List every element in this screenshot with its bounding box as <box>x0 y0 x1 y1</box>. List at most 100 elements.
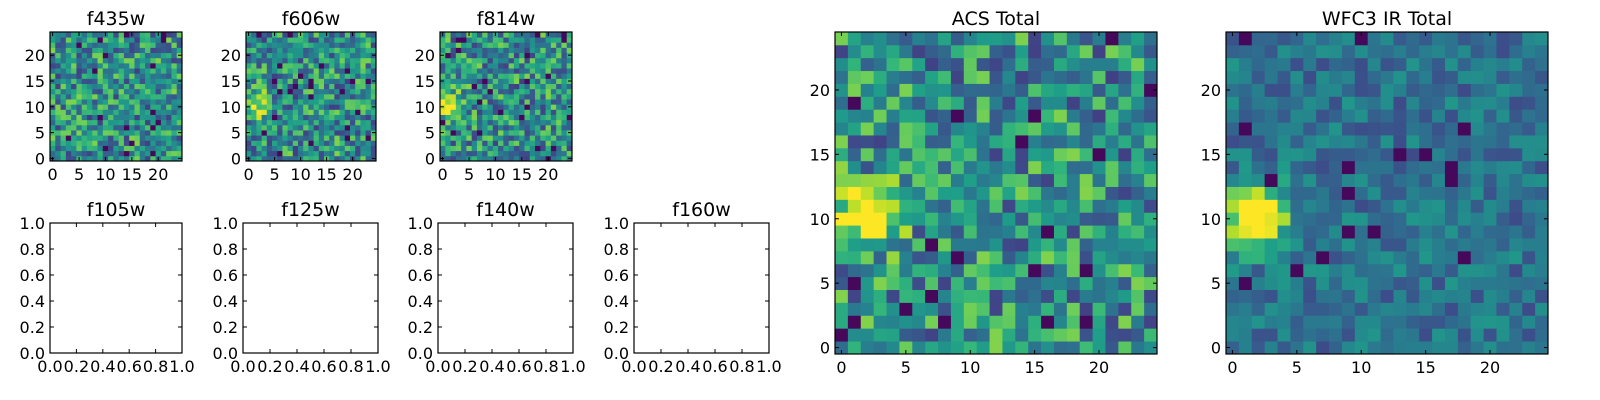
heatmap-cell <box>1496 135 1510 149</box>
heatmap-cell <box>1002 328 1016 342</box>
heatmap-cell <box>912 147 926 162</box>
heatmap-cell <box>498 62 504 69</box>
heatmap-cell <box>886 276 900 290</box>
heatmap-cell <box>1277 225 1291 239</box>
heatmap-cell <box>60 73 67 79</box>
heatmap-cell <box>287 109 294 115</box>
heatmap-cell <box>938 341 952 355</box>
heatmap-cell <box>1290 289 1304 303</box>
heatmap-cell <box>272 52 278 59</box>
heatmap-cell <box>1066 263 1081 278</box>
heatmap-cell <box>1251 44 1266 59</box>
heatmap-cell <box>1002 135 1016 149</box>
heatmap-cell <box>1118 70 1132 84</box>
heatmap-cell <box>1316 238 1330 252</box>
heatmap-cell <box>535 150 541 157</box>
heatmap-cell <box>1457 341 1472 355</box>
heatmap-cell <box>1079 199 1093 213</box>
heatmap-cell <box>466 83 473 90</box>
heatmap-cell <box>1341 109 1356 123</box>
heatmap-cell <box>1329 96 1343 110</box>
heatmap-cell <box>1290 302 1304 316</box>
heatmap-cell <box>86 124 93 131</box>
heatmap-cell <box>134 68 141 74</box>
heatmap-cell <box>1028 225 1042 239</box>
heatmap-cell <box>1053 238 1068 252</box>
heatmap-cell <box>1329 173 1343 187</box>
heatmap-cell <box>1393 70 1407 84</box>
heatmap-cell <box>365 62 372 69</box>
heatmap-cell <box>1522 44 1536 59</box>
heatmap-cell <box>445 32 451 38</box>
heatmap-cell <box>65 140 72 146</box>
heatmap-cell <box>118 88 125 95</box>
heatmap-cell <box>471 83 478 90</box>
heatmap-cell <box>1264 147 1278 162</box>
heatmap-cell <box>76 130 83 136</box>
heatmap-cell <box>71 150 77 157</box>
heatmap-cell <box>55 32 61 38</box>
heatmap-cell <box>535 78 541 84</box>
heatmap-cell <box>118 99 125 105</box>
heatmap-cell <box>355 52 361 59</box>
heatmap-cell <box>334 155 340 162</box>
x-tick-label: 0.4 <box>479 357 504 376</box>
heatmap-cell <box>50 73 56 79</box>
heatmap-cell <box>1367 122 1381 136</box>
heatmap-cell <box>873 122 887 136</box>
x-tick-label: 0.8 <box>338 357 363 376</box>
heatmap-cell <box>287 104 294 110</box>
heatmap-cell <box>938 57 952 72</box>
heatmap-cell <box>556 109 562 115</box>
heatmap-cell <box>102 83 109 90</box>
heatmap-cell <box>1341 70 1356 84</box>
heatmap-cell <box>1444 315 1459 329</box>
heatmap-cell <box>261 145 268 152</box>
heatmap-cell <box>318 114 325 121</box>
heatmap-cell <box>145 124 151 131</box>
heatmap-cell <box>1354 160 1369 175</box>
heatmap-cell <box>1367 289 1381 303</box>
heatmap-cell <box>963 276 978 290</box>
heatmap-cell <box>145 109 151 115</box>
heatmap-cell <box>318 47 325 54</box>
heatmap-cell <box>86 150 93 157</box>
heatmap-cell <box>365 114 372 121</box>
heatmap-cell <box>1303 70 1317 84</box>
heatmap-cell <box>847 212 862 226</box>
heatmap-cell <box>1092 44 1106 59</box>
heatmap-cell <box>344 42 351 48</box>
heatmap-cell <box>1041 135 1055 149</box>
heatmap-cell <box>1432 135 1446 149</box>
heatmap-cell <box>86 47 93 54</box>
heatmap-cell <box>102 62 109 69</box>
heatmap-cell <box>324 130 330 136</box>
heatmap-cell <box>899 135 913 149</box>
heatmap-cell <box>365 88 372 95</box>
heatmap-cell <box>976 225 990 239</box>
heatmap-cell <box>963 212 978 226</box>
heatmap-cell <box>912 173 926 187</box>
heatmap-cell <box>1028 70 1042 84</box>
heatmap-cell <box>303 114 309 121</box>
heatmap-cell <box>1432 250 1446 265</box>
heatmap-cell <box>166 47 172 54</box>
heatmap-cell <box>899 302 913 316</box>
heatmap-cell <box>313 135 320 141</box>
heatmap-cell <box>298 130 304 136</box>
heatmap-cell <box>498 88 504 95</box>
heatmap-cell <box>1303 328 1317 342</box>
heatmap-cell <box>461 37 467 43</box>
heatmap-cell <box>508 119 515 126</box>
heatmap-cell <box>1444 32 1459 46</box>
heatmap-cell <box>282 114 288 121</box>
heatmap-cell <box>508 140 515 146</box>
heatmap-cell <box>498 109 504 115</box>
heatmap-cell <box>1419 57 1433 72</box>
heatmap-cell <box>950 160 965 175</box>
heatmap-cell <box>292 47 299 54</box>
heatmap-cell <box>835 44 849 59</box>
heatmap-cell <box>1316 250 1330 265</box>
heatmap-cell <box>1406 276 1420 290</box>
heatmap-cell <box>1329 135 1343 149</box>
